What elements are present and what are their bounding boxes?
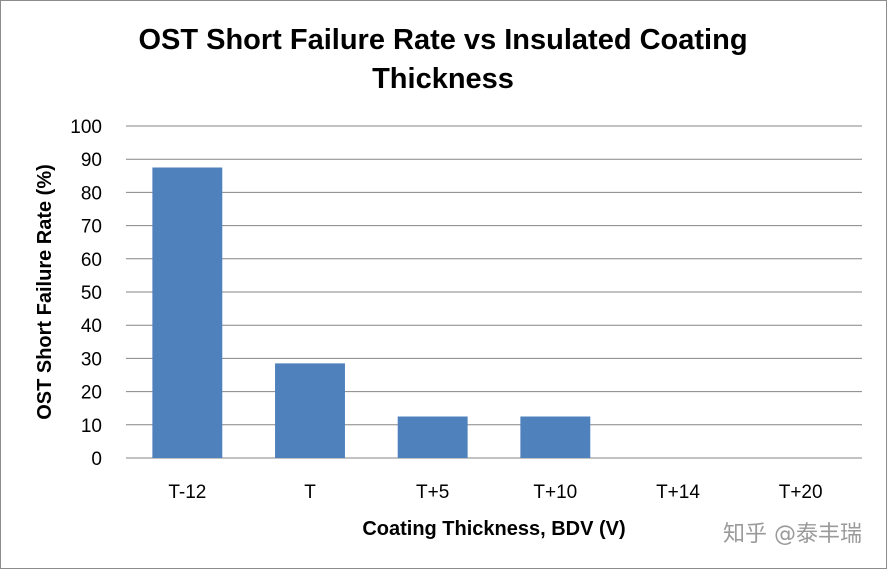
y-tick-label: 70 [81,217,102,238]
x-tick-label: T+20 [779,482,823,503]
x-tick-label: T+10 [533,482,577,503]
x-tick-label: T-12 [168,482,206,503]
watermark-text: 知乎 @泰丰瑞 [723,522,862,547]
y-tick-label: 0 [91,449,102,470]
y-tick-label: 40 [81,316,102,337]
y-tick-label: 50 [81,283,102,304]
y-tick-labels: 0 10 20 30 40 50 60 70 80 90 100 [70,117,102,470]
y-tick-label: 100 [70,117,102,138]
bar-T-12 [152,167,223,458]
x-tick-label: T+14 [656,482,700,503]
y-axis-title: OST Short Failure Rate (%) [34,164,56,420]
chart-title: OST Short Failure Rate vs Insulated Coat… [138,24,747,95]
bar-T+5 [397,416,468,458]
chart-title-line-1: OST Short Failure Rate vs Insulated Coat… [138,24,747,56]
y-tick-label: 90 [81,150,102,171]
y-tick-label: 60 [81,250,102,271]
y-tick-label: 80 [81,183,102,204]
bar-T [275,363,345,458]
y-tick-label: 30 [81,349,102,370]
x-axis-title: Coating Thickness, BDV (V) [362,518,625,540]
x-tick-label: T+5 [416,482,449,503]
y-tick-label: 20 [81,383,102,404]
y-tick-label: 10 [81,416,102,437]
x-tick-label: T [304,482,316,503]
bars [152,167,591,458]
bar-T+10 [520,416,591,458]
chart-title-line-2: Thickness [372,63,514,95]
x-tick-labels: T-12 T T+5 T+10 T+14 T+20 [168,482,822,503]
gridlines [126,125,862,459]
